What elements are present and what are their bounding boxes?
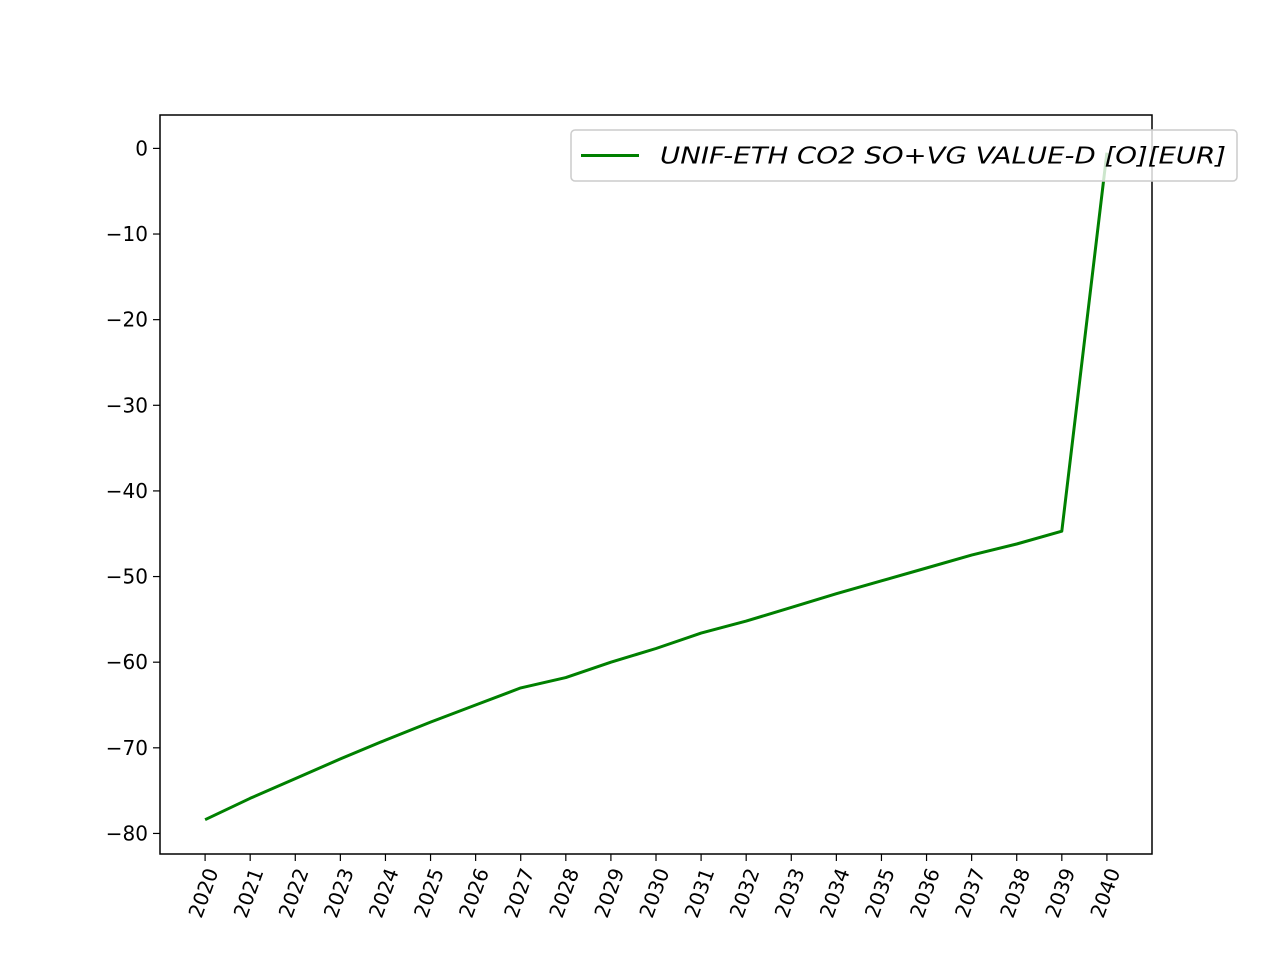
y-tick-label: −20: [106, 308, 148, 332]
y-tick-label: −10: [106, 222, 148, 246]
y-tick-label: −70: [106, 736, 148, 760]
y-tick-label: −80: [106, 821, 148, 845]
y-tick-label: 0: [135, 136, 148, 160]
y-tick-label: −50: [106, 565, 148, 589]
y-axis-ticks: 0 −10 −20 −30 −40 −50 −60 −70 −80: [106, 136, 160, 845]
plot-frame: [159, 114, 1153, 855]
y-tick-label: −60: [106, 650, 148, 674]
legend-box: [570, 129, 1238, 182]
series-line: [204, 152, 1109, 822]
plot-area: [160, 115, 1152, 854]
y-tick-label: −30: [106, 393, 148, 417]
series-layer: [204, 152, 1109, 822]
legend-label: UNIF-ETH CO2 SO+VG VALUE-D [O][EUR]: [660, 144, 1226, 170]
y-tick-label: −40: [106, 479, 148, 503]
legend: UNIF-ETH CO2 SO+VG VALUE-D [O][EUR]: [570, 129, 1238, 182]
